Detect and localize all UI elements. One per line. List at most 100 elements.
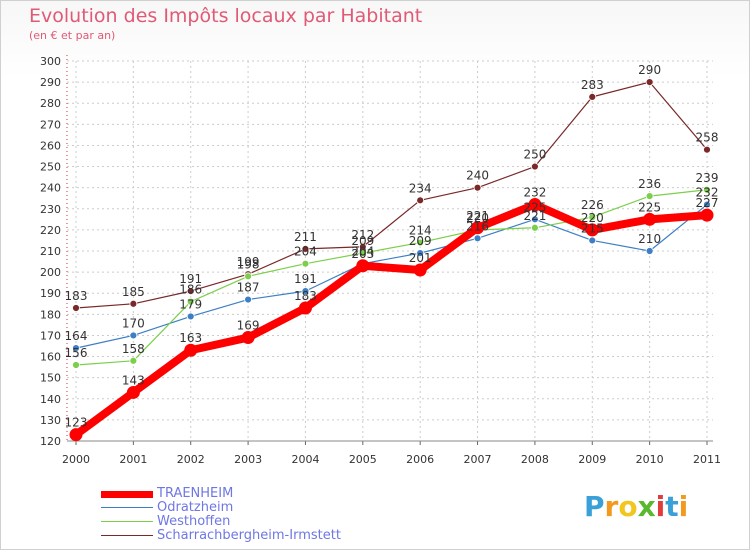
x-tick-label: 2002: [177, 453, 205, 466]
data-point: [244, 295, 252, 304]
y-tick-label: 160: [40, 351, 61, 364]
y-tick-label: 210: [40, 245, 61, 258]
data-point: [643, 212, 657, 226]
x-tick-label: 2006: [406, 453, 434, 466]
data-point: [645, 78, 654, 87]
logo-letter: t: [665, 490, 679, 523]
data-label: 212: [351, 228, 374, 242]
data-label: 221: [523, 209, 546, 223]
data-label: 258: [696, 131, 719, 145]
y-tick-label: 280: [40, 97, 61, 110]
data-point: [301, 287, 310, 296]
data-point: [531, 223, 539, 232]
data-label: 169: [237, 319, 260, 333]
data-label: 191: [294, 272, 317, 286]
data-point: [129, 331, 138, 340]
x-tick-label: 2000: [62, 453, 90, 466]
legend-label-traenheim: TRAENHEIM: [157, 486, 234, 501]
data-point: [473, 234, 482, 243]
data-label: 240: [466, 169, 489, 183]
data-point: [129, 299, 138, 308]
y-tick-label: 130: [40, 414, 61, 427]
legend-swatch-traenheim: [101, 491, 153, 498]
data-point: [184, 343, 198, 357]
x-tick-label: 2007: [464, 453, 492, 466]
x-tick-label: 2005: [349, 453, 377, 466]
data-label: 209: [409, 234, 432, 248]
data-label: 185: [122, 285, 145, 299]
data-label: 163: [179, 331, 202, 345]
data-label: 232: [696, 186, 719, 200]
data-label: 201: [409, 251, 432, 265]
data-point: [528, 198, 542, 212]
data-label: 225: [638, 200, 661, 214]
logo-letter: i: [678, 490, 689, 523]
data-label: 179: [179, 297, 202, 311]
y-tick-label: 260: [40, 139, 61, 152]
data-point: [358, 249, 367, 258]
data-label: 198: [237, 257, 260, 271]
data-point: [301, 244, 310, 253]
data-label: 210: [638, 232, 661, 246]
x-tick-label: 2008: [521, 453, 549, 466]
data-label: 283: [581, 78, 604, 92]
series-line-odratzheim: [75, 203, 708, 349]
data-point: [186, 312, 195, 321]
data-label: 156: [65, 346, 88, 360]
data-label: 236: [638, 177, 661, 191]
y-tick-label: 240: [40, 182, 61, 195]
x-tick-label: 2003: [234, 453, 262, 466]
series-line-traenheim: [72, 200, 711, 439]
data-point: [588, 213, 597, 222]
data-label: 204: [294, 245, 317, 259]
data-label: 239: [696, 171, 719, 185]
data-point: [703, 145, 711, 154]
y-tick-label: 150: [40, 372, 61, 385]
y-tick-label: 220: [40, 224, 61, 237]
y-tick-label: 230: [40, 203, 61, 216]
x-tick-label: 2010: [636, 453, 664, 466]
data-point: [473, 183, 482, 192]
y-tick-label: 190: [40, 287, 61, 300]
data-label: 215: [581, 221, 604, 235]
data-point: [645, 192, 654, 201]
data-point: [413, 263, 427, 277]
data-label: 220: [466, 211, 489, 225]
data-point: [416, 196, 425, 205]
data-point: [241, 331, 255, 345]
data-point: [703, 200, 711, 209]
series-line-scharrachbergheim-irmstett: [75, 81, 708, 309]
data-label: 250: [523, 148, 546, 162]
y-tick-label: 250: [40, 161, 61, 174]
logo-letter: i: [655, 490, 666, 523]
y-tick-label: 140: [40, 393, 61, 406]
x-tick-label: 2011: [693, 453, 721, 466]
data-point: [72, 344, 80, 353]
y-tick-label: 300: [40, 55, 61, 68]
data-label: 209: [351, 234, 374, 248]
data-point: [126, 385, 140, 399]
y-tick-label: 290: [40, 76, 61, 89]
data-point: [585, 223, 599, 237]
data-label: 216: [466, 219, 489, 233]
y-tick-label: 180: [40, 308, 61, 321]
proxiti-logo: Proxiti: [584, 490, 688, 523]
legend-swatch-odratzheim: [101, 507, 153, 508]
logo-letter: x: [637, 490, 656, 523]
data-point: [416, 238, 425, 247]
data-point: [72, 361, 80, 369]
data-label: 227: [696, 196, 719, 210]
data-point: [531, 162, 539, 171]
data-label: 158: [122, 342, 145, 356]
data-point: [531, 215, 539, 224]
legend-label-westhoffen: Westhoffen: [157, 514, 231, 529]
data-label: 214: [409, 224, 432, 238]
chart-subtitle: (en € et par an): [29, 29, 116, 42]
x-tick-label: 2001: [119, 453, 147, 466]
data-label: 191: [179, 272, 202, 286]
data-label: 164: [65, 329, 88, 343]
data-point: [645, 247, 654, 255]
plot-area: [67, 61, 713, 441]
data-point: [301, 259, 310, 268]
legend-label-scharrachbergheim: Scharrachbergheim-Irmstett: [157, 528, 341, 543]
